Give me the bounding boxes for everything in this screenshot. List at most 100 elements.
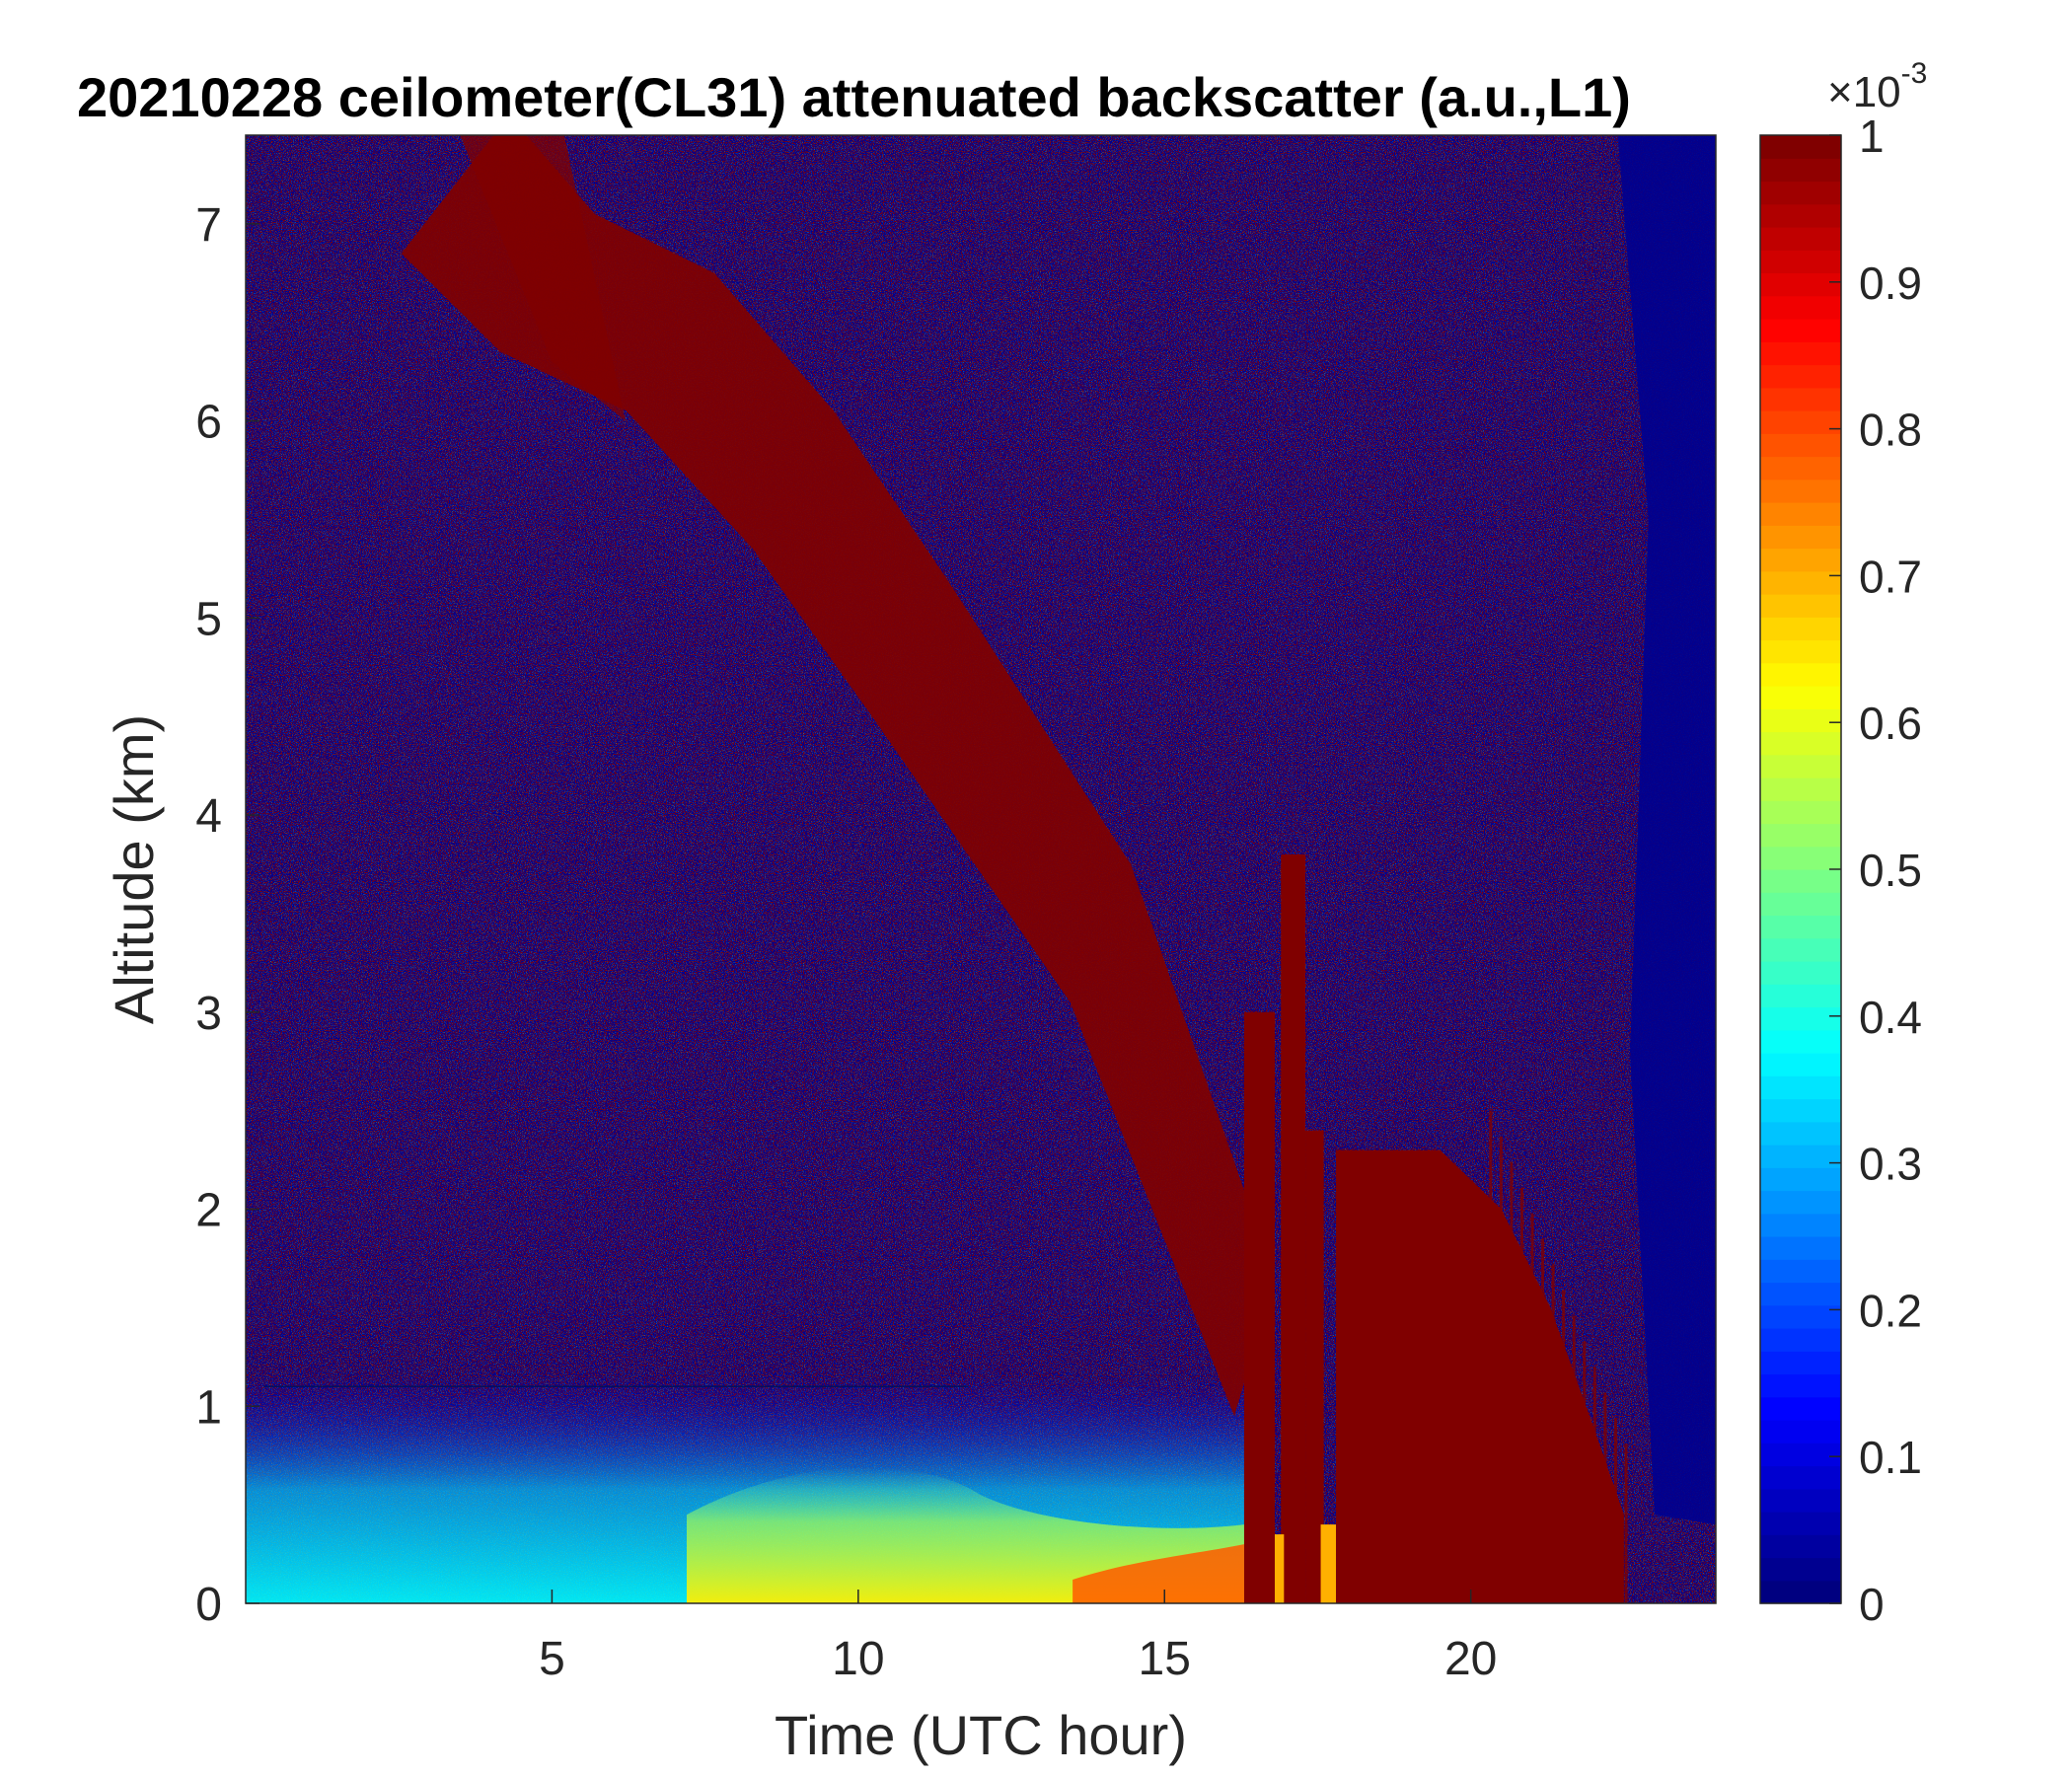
colorbar-tick-label: 0.6: [1859, 698, 1922, 749]
colorbar-segment: [1760, 937, 1841, 962]
x-tick-label: 15: [1139, 1633, 1191, 1685]
colorbar-segment: [1760, 617, 1841, 641]
x-axis-label: Time (UTC hour): [775, 1704, 1187, 1766]
colorbar-segment: [1760, 846, 1841, 870]
colorbar-tick-label: 0.8: [1859, 405, 1922, 456]
colorbar-segment: [1760, 1420, 1841, 1443]
colorbar-segment: [1760, 1328, 1841, 1352]
cloud-column: [1281, 854, 1306, 1603]
x-tick-label: 10: [832, 1633, 884, 1685]
colorbar-segment: [1760, 1167, 1841, 1192]
clear-signal-region: [1617, 135, 1716, 1525]
colorbar-segment: [1760, 1282, 1841, 1306]
colorbar-segment: [1760, 410, 1841, 434]
colorbar-segment: [1760, 158, 1841, 183]
boundary-layer-aerosol-peak: [1073, 1544, 1244, 1603]
colorbar-segment: [1760, 1465, 1841, 1490]
precipitation-streak: [1562, 1290, 1566, 1603]
y-tick-label: 2: [195, 1185, 222, 1237]
colorbar-segment: [1760, 686, 1841, 709]
colorbar-segment: [1760, 984, 1841, 1008]
colorbar-segment: [1760, 892, 1841, 917]
colorbar-segment: [1760, 1006, 1841, 1031]
colorbar-tick-label: 0.4: [1859, 992, 1922, 1043]
cloud-column: [1305, 1130, 1324, 1603]
colorbar-segment: [1760, 1373, 1841, 1398]
y-tick-label: 1: [195, 1381, 222, 1434]
colorbar-segment: [1760, 823, 1841, 848]
precipitation-streak: [1499, 1136, 1503, 1603]
y-tick-label: 6: [195, 397, 222, 449]
colorbar-tick-label: 0.1: [1859, 1432, 1922, 1483]
colorbar-segment: [1760, 364, 1841, 389]
plot-area: [246, 135, 1716, 1603]
colorbar-exponent-power: -3: [1901, 57, 1928, 90]
colorbar-segment: [1760, 1236, 1841, 1260]
colorbar-segment: [1760, 1098, 1841, 1123]
precipitation-streak: [1530, 1213, 1534, 1603]
colorbar-segment: [1760, 227, 1841, 251]
colorbar-segment: [1760, 1145, 1841, 1168]
colorbar-segment: [1760, 1396, 1841, 1421]
colorbar-segment: [1760, 502, 1841, 526]
precipitation-streak: [1551, 1264, 1555, 1603]
colorbar-segment: [1760, 341, 1841, 366]
colorbar-segment: [1760, 961, 1841, 985]
colorbar-segment: [1760, 548, 1841, 572]
colorbar-segment: [1760, 1512, 1841, 1535]
colorbar-segment: [1760, 250, 1841, 274]
colorbar-segment: [1760, 1580, 1841, 1604]
colorbar-segment: [1760, 181, 1841, 205]
x-tick-label: 5: [539, 1633, 565, 1685]
colorbar-segment: [1760, 1213, 1841, 1237]
colorbar-segment: [1760, 1488, 1841, 1513]
descending-cloud-band: [401, 135, 1275, 1417]
colorbar-segment: [1760, 456, 1841, 481]
colorbar-tick-label: 0: [1859, 1579, 1885, 1630]
colorbar-segment: [1760, 1259, 1841, 1284]
colorbar-segment: [1760, 479, 1841, 503]
colorbar-segment: [1760, 869, 1841, 893]
precipitation-streak: [1603, 1392, 1607, 1603]
precipitation-streak: [1572, 1315, 1576, 1603]
precipitation-streak: [1510, 1161, 1514, 1603]
colorbar-segment: [1760, 1304, 1841, 1329]
colorbar-tick-label: 0.9: [1859, 258, 1922, 309]
x-tick-label: 20: [1444, 1633, 1497, 1685]
colorbar-tick-label: 0.2: [1859, 1285, 1922, 1336]
colorbar-segment: [1760, 662, 1841, 687]
colorbar-segment: [1760, 570, 1841, 595]
y-tick-label: 3: [195, 988, 222, 1040]
y-axis: 0 1 2 3 4 5 6 7: [195, 199, 259, 1631]
colorbar-segment: [1760, 135, 1841, 159]
colorbar-exponent: ×10-3: [1827, 57, 1927, 116]
precipitation-streak: [1541, 1238, 1545, 1603]
colorbar-segment: [1760, 777, 1841, 801]
boundary-layer-aerosol-core: [687, 1467, 1244, 1603]
colorbar-segment: [1760, 594, 1841, 618]
precipitation-streak: [1624, 1443, 1628, 1603]
precipitation-streak: [1489, 1110, 1493, 1603]
colorbar-segment: [1760, 1121, 1841, 1146]
colorbar-tick-label: 0.3: [1859, 1139, 1922, 1190]
colorbar-segment: [1760, 1557, 1841, 1582]
colorbar-segment: [1760, 525, 1841, 550]
colorbar-segment: [1760, 915, 1841, 939]
y-tick-label: 4: [195, 790, 222, 843]
cloud-column: [1243, 1011, 1275, 1603]
colorbar-segment: [1760, 1351, 1841, 1375]
colorbar-segment: [1760, 203, 1841, 228]
cloud-column-gap: [1320, 1524, 1337, 1603]
y-tick-label: 7: [195, 199, 222, 252]
colorbar-segment: [1760, 731, 1841, 756]
precipitation-streak: [1592, 1367, 1596, 1603]
precipitation-streak: [1583, 1341, 1587, 1603]
colorbar: 0 0.1 0.2 0.3 0.4 0.5 0.6 0.7 0.8 0.9 1×10-3: [1759, 57, 1927, 1630]
colorbar-segment: [1760, 319, 1841, 342]
colorbar-segment: [1760, 754, 1841, 778]
y-axis-label: Altitude (km): [103, 714, 165, 1024]
colorbar-segment: [1760, 1029, 1841, 1054]
colorbar-tick-label: 1: [1859, 111, 1885, 162]
colorbar-segment: [1760, 433, 1841, 458]
